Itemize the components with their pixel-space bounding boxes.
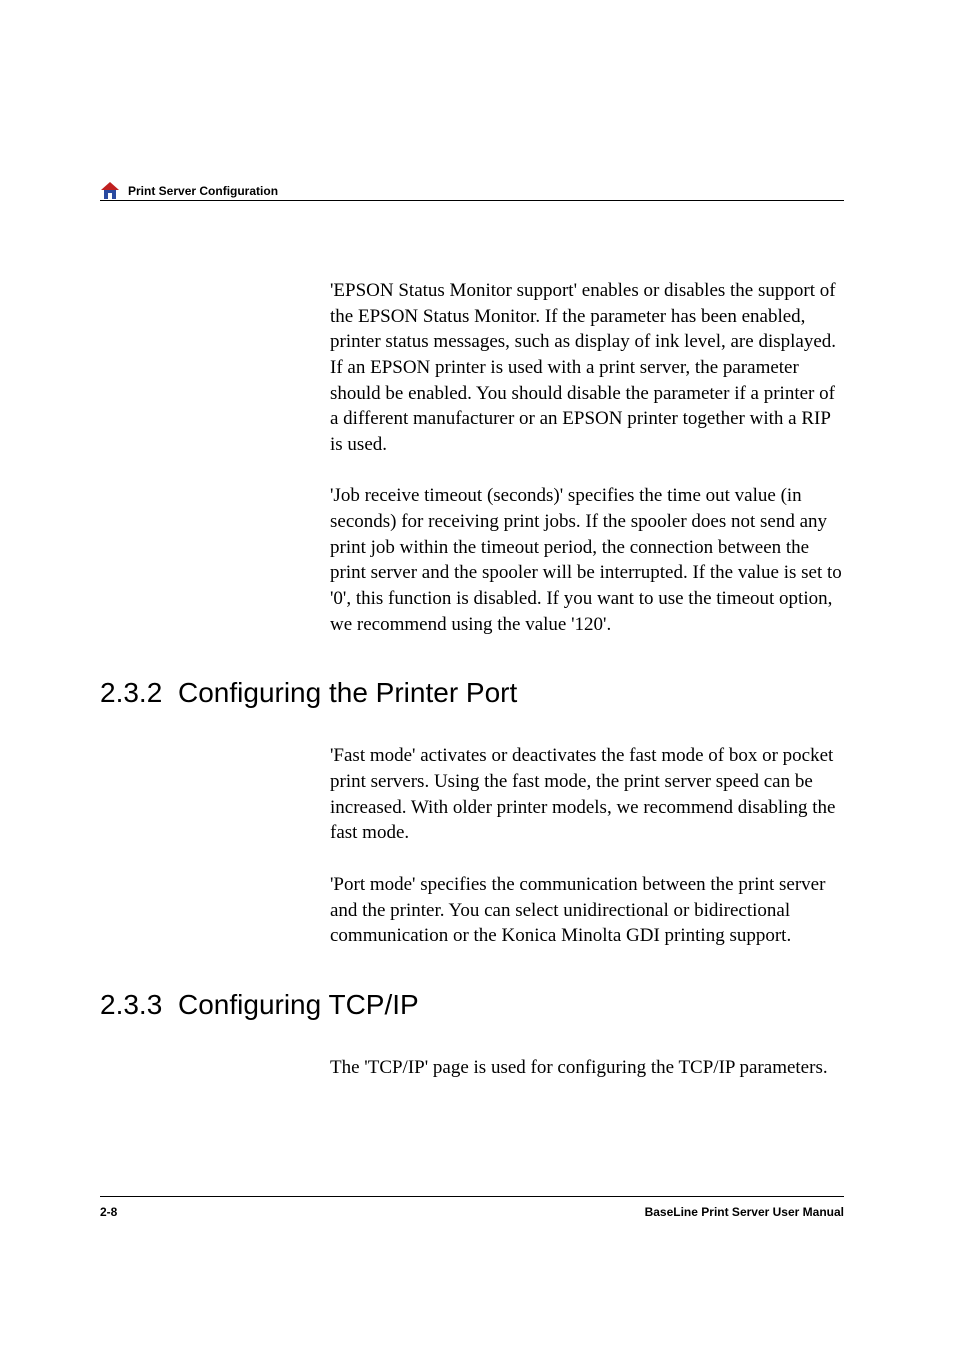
page-footer: 2-8 BaseLine Print Server User Manual	[100, 1196, 844, 1219]
section-heading: 2.3.3 Configuring TCP/IP	[100, 989, 844, 1021]
section-title: Configuring TCP/IP	[178, 989, 419, 1021]
paragraph: 'EPSON Status Monitor support' enables o…	[330, 278, 844, 457]
header-rule	[100, 200, 844, 201]
paragraph: 'Fast mode' activates or deactivates the…	[330, 743, 844, 846]
section-heading: 2.3.2 Configuring the Printer Port	[100, 677, 844, 709]
paragraph: The 'TCP/IP' page is used for configurin…	[330, 1055, 844, 1081]
body-text-block-2: 'Fast mode' activates or deactivates the…	[330, 743, 844, 948]
section-number: 2.3.2	[100, 677, 178, 709]
body-text-block-3: The 'TCP/IP' page is used for configurin…	[330, 1055, 844, 1081]
manual-title: BaseLine Print Server User Manual	[645, 1205, 844, 1219]
paragraph: 'Port mode' specifies the communication …	[330, 872, 844, 949]
paragraph: 'Job receive timeout (seconds)' specifie…	[330, 483, 844, 637]
body-text-block-1: 'EPSON Status Monitor support' enables o…	[330, 278, 844, 637]
section-title: Configuring the Printer Port	[178, 677, 517, 709]
page-number: 2-8	[100, 1205, 117, 1219]
page-container: Print Server Configuration 'EPSON Status…	[0, 0, 954, 1351]
home-icon	[100, 182, 120, 200]
running-header-text: Print Server Configuration	[128, 184, 278, 198]
section-number: 2.3.3	[100, 989, 178, 1021]
